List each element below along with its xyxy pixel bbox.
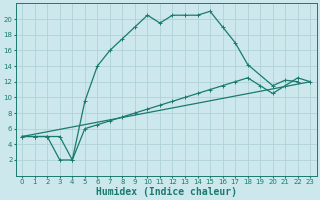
X-axis label: Humidex (Indice chaleur): Humidex (Indice chaleur) <box>96 186 237 197</box>
